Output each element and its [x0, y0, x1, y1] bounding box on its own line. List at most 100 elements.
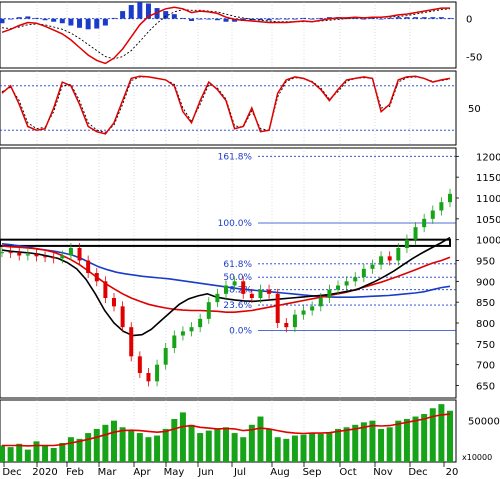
macd-tick-label: -50: [466, 53, 482, 64]
x-tick-label: Feb: [66, 467, 84, 478]
macd-histogram-bar: [51, 18, 57, 22]
macd-histogram-bar: [387, 17, 393, 19]
candle-body: [301, 310, 306, 315]
candle-body: [284, 323, 289, 328]
volume-bar: [67, 437, 74, 462]
volume-bar: [85, 433, 92, 462]
candle-body: [198, 318, 203, 328]
candle-body: [163, 348, 168, 365]
fib-level-label: 23.6%: [223, 301, 252, 311]
volume-bar: [291, 435, 298, 462]
macd-histogram-bar: [326, 17, 332, 19]
price-tick-label: 1100: [476, 194, 500, 205]
volume-bar: [421, 414, 428, 462]
candle-body: [43, 256, 48, 258]
candle-body: [103, 281, 108, 298]
candle-body: [353, 277, 358, 282]
macd-histogram-bar: [25, 16, 31, 19]
volume-bar: [154, 435, 161, 462]
candle-body: [146, 373, 151, 382]
macd-histogram-bar: [77, 18, 83, 28]
candle-body: [267, 289, 272, 294]
candle-body: [51, 257, 56, 259]
candle-body: [318, 298, 323, 307]
x-tick-label: Dec: [2, 467, 21, 478]
fib-level-label: 38.2%: [223, 286, 252, 296]
volume-bar: [231, 433, 238, 462]
candle-body: [25, 254, 30, 256]
macd-histogram-bar: [102, 18, 108, 26]
candle-body: [68, 248, 73, 256]
volume-bar: [171, 419, 178, 462]
macd-histogram-bar: [214, 18, 220, 21]
candle-body: [275, 293, 280, 323]
volume-bar: [309, 433, 316, 462]
volume-average-line: [2, 413, 451, 447]
fib-level-label: 100.0%: [218, 219, 253, 229]
price-tick-label: 800: [476, 319, 495, 330]
candle-body: [258, 289, 263, 298]
macd-histogram-bar: [421, 17, 427, 19]
price-tick-label: 750: [476, 340, 495, 351]
x-tick-label: Jul: [233, 467, 246, 478]
candle-body: [422, 218, 427, 228]
price-tick-label: 950: [476, 257, 495, 268]
macd-histogram-bar: [361, 18, 367, 20]
x-tick-label: Dec: [408, 467, 427, 478]
volume-bar: [76, 438, 83, 462]
candle-body: [120, 306, 125, 328]
price-tick-label: 650: [476, 382, 495, 393]
volume-bar: [326, 432, 333, 462]
x-tick-label: Sep: [303, 467, 322, 478]
price-tick-label: 1150: [476, 173, 500, 184]
volume-bar: [128, 430, 135, 462]
volume-bar: [395, 420, 402, 462]
volume-bar: [352, 424, 359, 462]
macd-histogram-bar: [275, 18, 281, 20]
macd-histogram-bar: [266, 18, 272, 21]
volume-bar: [248, 424, 255, 462]
candle-body: [86, 260, 91, 273]
resistance-box: [0, 238, 451, 247]
candle-body: [17, 253, 22, 256]
candle-body: [112, 298, 116, 307]
price-tick-label: 1200: [476, 152, 500, 163]
volume-bar: [93, 428, 100, 462]
candle-body: [137, 356, 142, 373]
volume-bar: [24, 449, 31, 462]
chart-plots: 161.8% 100.0% 61.8% 50.0% 38.2% 23.6% 0.0%: [0, 2, 456, 462]
price-tick-label: 700: [476, 361, 495, 372]
volume-bar: [317, 433, 324, 462]
volume-bar: [102, 424, 109, 462]
x-tick-label: Nov: [373, 467, 393, 478]
volume-bar: [369, 420, 376, 462]
candle-body: [224, 285, 228, 294]
candle-body: [172, 335, 177, 348]
macd-histogram-bar: [292, 18, 298, 20]
macd-histogram-bar: [318, 17, 324, 19]
volume-bar: [42, 445, 49, 462]
volume-tick-label: 50000: [468, 417, 500, 428]
macd-histogram-bar: [180, 17, 186, 19]
macd-histogram-bar: [232, 18, 238, 22]
price-tick-label: 850: [476, 298, 495, 309]
macd-histogram-bar: [283, 18, 289, 20]
volume-bar: [197, 433, 204, 462]
moving-average-line: [1, 245, 451, 313]
candle-body: [413, 227, 418, 240]
volume-bar: [438, 404, 445, 462]
price-tick-label: 1050: [476, 215, 500, 226]
macd-histogram-bar: [395, 17, 401, 19]
candle-body: [232, 281, 237, 286]
volume-bar: [188, 424, 195, 462]
candle-body: [206, 302, 211, 319]
candle-body: [439, 202, 444, 211]
stoch-tick-label: 50: [468, 104, 481, 115]
macd-histogram-bar: [189, 18, 195, 21]
macd-histogram-bar: [404, 17, 410, 19]
candle-body: [370, 264, 375, 269]
volume-bar: [240, 437, 247, 462]
macd-histogram-bar: [301, 17, 307, 19]
macd-histogram-bar: [8, 18, 14, 20]
